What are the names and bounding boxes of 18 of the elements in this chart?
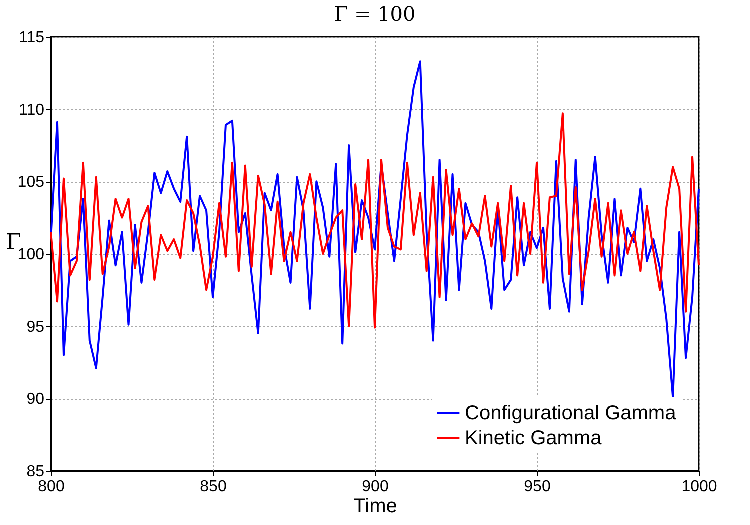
x-tick-label: 850 [200, 478, 227, 496]
y-tick-label: 100 [18, 246, 45, 264]
legend-label: Configurational Gamma [465, 402, 678, 424]
x-tick-label: 900 [362, 478, 389, 496]
legend-label: Kinetic Gamma [465, 428, 603, 450]
y-tick-label: 95 [26, 318, 45, 336]
y-tick-label: 90 [26, 391, 45, 408]
y-tick-label: 115 [18, 30, 45, 46]
x-axis-title: Time [354, 496, 398, 518]
x-tick-label: 1000 [682, 478, 718, 496]
y-tick-label: 110 [18, 102, 45, 119]
y-tick-label: 85 [26, 464, 45, 480]
x-tick-label: 950 [524, 478, 551, 496]
x-tick-label: 800 [38, 478, 65, 496]
y-tick-label: 105 [18, 174, 45, 192]
line-series [50, 60, 700, 398]
line-series [50, 112, 700, 329]
chart-title: Γ = 100 [334, 2, 416, 26]
